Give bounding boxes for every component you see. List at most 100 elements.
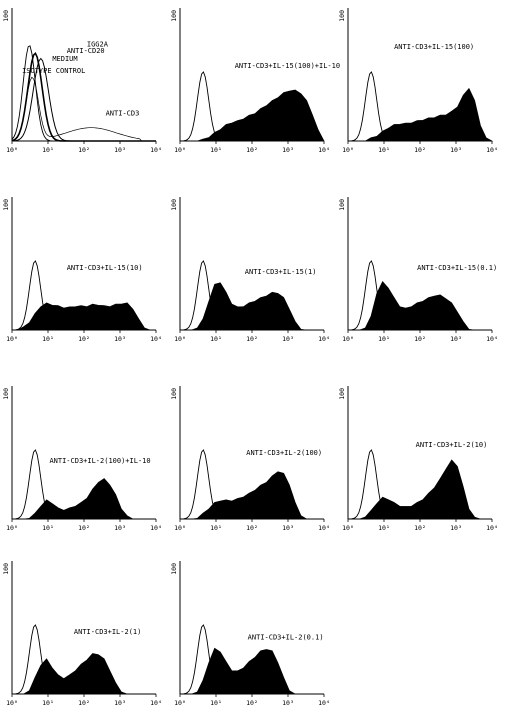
condition-label: ANTI-CD3+IL-2(100)+IL-10	[49, 457, 150, 465]
x-tick-label: 10⁴	[150, 524, 162, 532]
filled-histogram	[180, 89, 325, 142]
isotype-control-curve	[11, 449, 156, 520]
x-tick-label: 10⁴	[318, 524, 330, 532]
x-tick-label: 10⁰	[342, 146, 354, 154]
histogram-panel-3: 100 10⁰ 10¹ 10² 10³ 10⁴ ANTI-CD3+IL-15(100)	[338, 8, 498, 154]
x-tick-label: 10³	[114, 335, 126, 343]
condition-label: ANTI-CD3+IL-2(1)	[74, 628, 141, 636]
x-tick-label: 10²	[78, 335, 90, 343]
histogram-panel-4: 100 10⁰ 10¹ 10² 10³ 10⁴ ANTI-CD3+IL-15(10)	[2, 197, 162, 343]
x-tick-label: 10⁴	[318, 146, 330, 154]
x-tick-label: 10⁰	[6, 335, 18, 343]
isotype-control-curve	[179, 260, 324, 331]
isotype-control-curve	[347, 71, 492, 142]
x-tick-label: 10²	[246, 146, 258, 154]
histogram-panel-10: 100 10⁰ 10¹ 10² 10³ 10⁴ ANTI-CD3+IL-2(1)	[2, 561, 162, 707]
condition-label: ANTI-CD3+IL-2(100)	[246, 449, 322, 457]
x-tick-label: 10¹	[42, 335, 54, 343]
curve-label: ANTI-CD3	[106, 110, 140, 118]
x-tick-label: 10²	[78, 699, 90, 707]
x-tick-label: 10³	[450, 524, 462, 532]
filled-histogram	[180, 282, 324, 331]
y-max-label: 100	[338, 388, 346, 400]
x-tick-label: 10¹	[378, 146, 390, 154]
condition-label: ANTI-CD3+IL-15(1)	[245, 268, 317, 276]
isotype-control-curve	[347, 449, 492, 520]
x-tick-label: 10³	[282, 146, 294, 154]
filled-histogram	[12, 478, 156, 520]
filled-histogram	[348, 280, 492, 331]
filled-histogram	[180, 471, 324, 520]
condition-label: ANTI-CD3+IL-15(10)	[67, 264, 143, 272]
filled-histogram	[348, 87, 494, 142]
x-tick-label: 10⁰	[174, 699, 186, 707]
y-max-label: 100	[170, 199, 178, 211]
y-max-label: 100	[170, 388, 178, 400]
x-tick-label: 10³	[282, 335, 294, 343]
x-tick-label: 10¹	[210, 699, 222, 707]
y-max-label: 100	[2, 388, 10, 400]
y-max-label: 100	[2, 199, 10, 211]
x-tick-label: 10³	[282, 524, 294, 532]
y-max-label: 100	[2, 563, 10, 575]
filled-histogram	[348, 459, 492, 520]
y-max-label: 100	[338, 10, 346, 22]
x-tick-label: 10⁰	[174, 146, 186, 154]
x-tick-label: 10⁴	[318, 699, 330, 707]
curve-label: ANTI-CD20	[67, 47, 105, 55]
x-tick-label: 10³	[114, 699, 126, 707]
x-tick-label: 10⁰	[6, 146, 18, 154]
filled-histogram	[12, 302, 156, 331]
x-tick-label: 10¹	[210, 335, 222, 343]
condition-label: ANTI-CD3+IL-15(100)	[394, 43, 474, 51]
x-tick-label: 10²	[414, 335, 426, 343]
histogram-panel-5: 100 10⁰ 10¹ 10² 10³ 10⁴ ANTI-CD3+IL-15(1)	[170, 197, 330, 343]
x-tick-label: 10⁴	[486, 335, 498, 343]
filled-histogram	[180, 647, 324, 695]
isotype-control-curve	[11, 260, 156, 331]
condition-label: ANTI-CD3+IL-2(10)	[416, 441, 488, 449]
x-tick-label: 10⁴	[486, 146, 498, 154]
histogram-panel-2: 100 10⁰ 10¹ 10² 10³ 10⁴ ANTI-CD3+IL-15(100)+IL…	[170, 8, 340, 154]
x-tick-label: 10¹	[378, 335, 390, 343]
y-max-label: 100	[170, 563, 178, 575]
x-tick-label: 10⁰	[6, 524, 18, 532]
x-tick-label: 10⁴	[150, 699, 162, 707]
isotype-control-curve	[11, 624, 156, 695]
x-tick-label: 10²	[414, 146, 426, 154]
x-tick-label: 10⁰	[6, 699, 18, 707]
isotype-control-curve	[179, 71, 324, 142]
condition-label: ANTI-CD3+IL-2(0.1)	[248, 633, 324, 641]
filled-histogram	[12, 653, 156, 695]
curve-label: MEDIUM	[52, 55, 77, 63]
x-tick-label: 10²	[246, 335, 258, 343]
condition-label: ANTI-CD3+IL-15(0.1)	[417, 264, 497, 272]
isotype-control-curve	[179, 449, 324, 520]
x-tick-label: 10¹	[42, 146, 54, 154]
condition-label: ANTI-CD3+IL-15(100)+IL-10	[235, 62, 340, 70]
x-tick-label: 10⁴	[318, 335, 330, 343]
curve-label: IGG2A	[87, 41, 109, 49]
x-tick-label: 10⁴	[150, 335, 162, 343]
x-tick-label: 10²	[246, 524, 258, 532]
x-tick-label: 10⁰	[342, 335, 354, 343]
anti-cd20-curve	[11, 57, 156, 142]
histogram-panel-9: 100 10⁰ 10¹ 10² 10³ 10⁴ ANTI-CD3+IL-2(10)	[338, 386, 498, 532]
x-tick-label: 10³	[114, 146, 126, 154]
x-tick-label: 10⁰	[174, 524, 186, 532]
y-max-label: 100	[2, 10, 10, 22]
x-tick-label: 10⁰	[342, 524, 354, 532]
anti-cd3-curve	[11, 76, 156, 142]
x-tick-label: 10⁰	[174, 335, 186, 343]
curve-label: ISOTYPE CONTROL	[22, 67, 85, 75]
histogram-panel-7: 100 10⁰ 10¹ 10² 10³ 10⁴ ANTI-CD3+IL-2(100)+IL-…	[2, 386, 162, 532]
histogram-panel-11: 100 10⁰ 10¹ 10² 10³ 10⁴ ANTI-CD3+IL-2(0.1)	[170, 561, 330, 707]
x-tick-label: 10³	[282, 699, 294, 707]
histogram-panel-8: 100 10⁰ 10¹ 10² 10³ 10⁴ ANTI-CD3+IL-2(100)	[170, 386, 330, 532]
x-tick-label: 10¹	[210, 146, 222, 154]
isotype-control-curve	[179, 624, 324, 695]
y-max-label: 100	[338, 199, 346, 211]
x-tick-label: 10¹	[378, 524, 390, 532]
